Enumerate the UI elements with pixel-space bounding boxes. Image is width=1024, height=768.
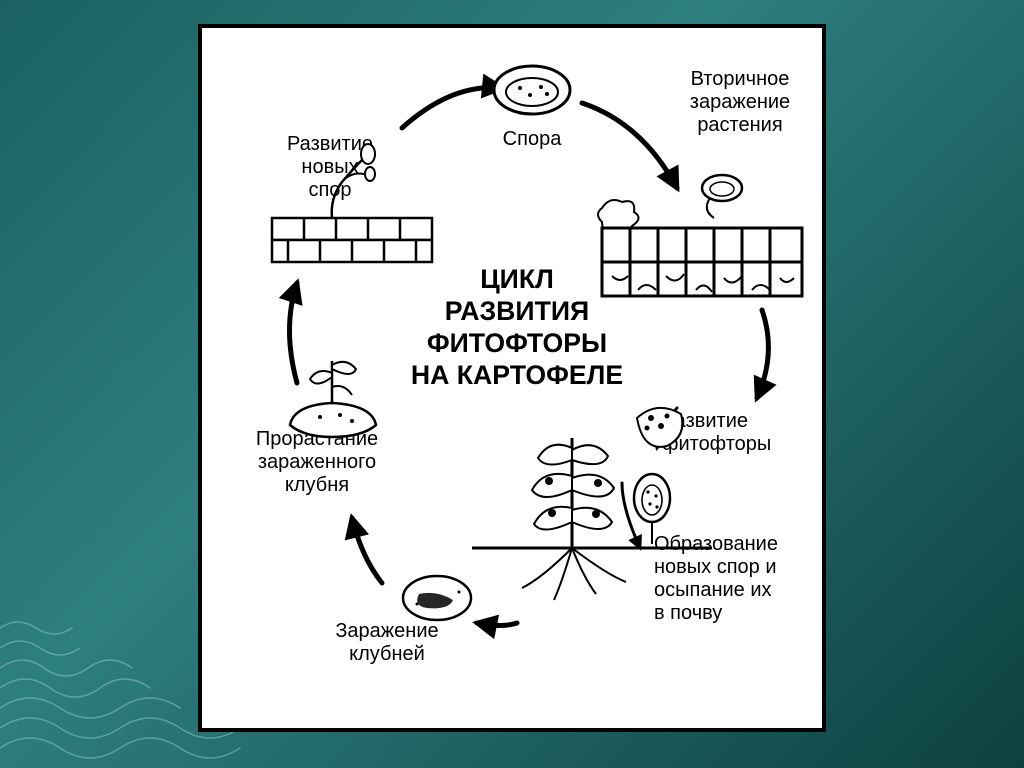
icon-germination <box>290 361 376 437</box>
cycle-arrow <box>582 103 677 188</box>
cycle-arrow <box>402 88 502 129</box>
icon-new-spore-dev <box>272 144 432 262</box>
diagram-svg <box>202 28 822 728</box>
icon-potato-plant <box>472 408 712 600</box>
icon-tuber-infection <box>403 576 471 620</box>
cycle-arrow <box>290 283 298 383</box>
icon-spore <box>494 66 570 114</box>
cycle-arrow <box>757 310 768 398</box>
slide-root: ЦИКЛ РАЗВИТИЯ ФИТОФТОРЫ НА КАРТОФЕЛЕ Спо… <box>0 0 1024 768</box>
diagram-card: ЦИКЛ РАЗВИТИЯ ФИТОФТОРЫ НА КАРТОФЕЛЕ Спо… <box>198 24 826 732</box>
icon-secondary-infection <box>598 175 802 296</box>
cycle-arrow <box>352 518 382 583</box>
cycle-arrow <box>477 623 517 626</box>
